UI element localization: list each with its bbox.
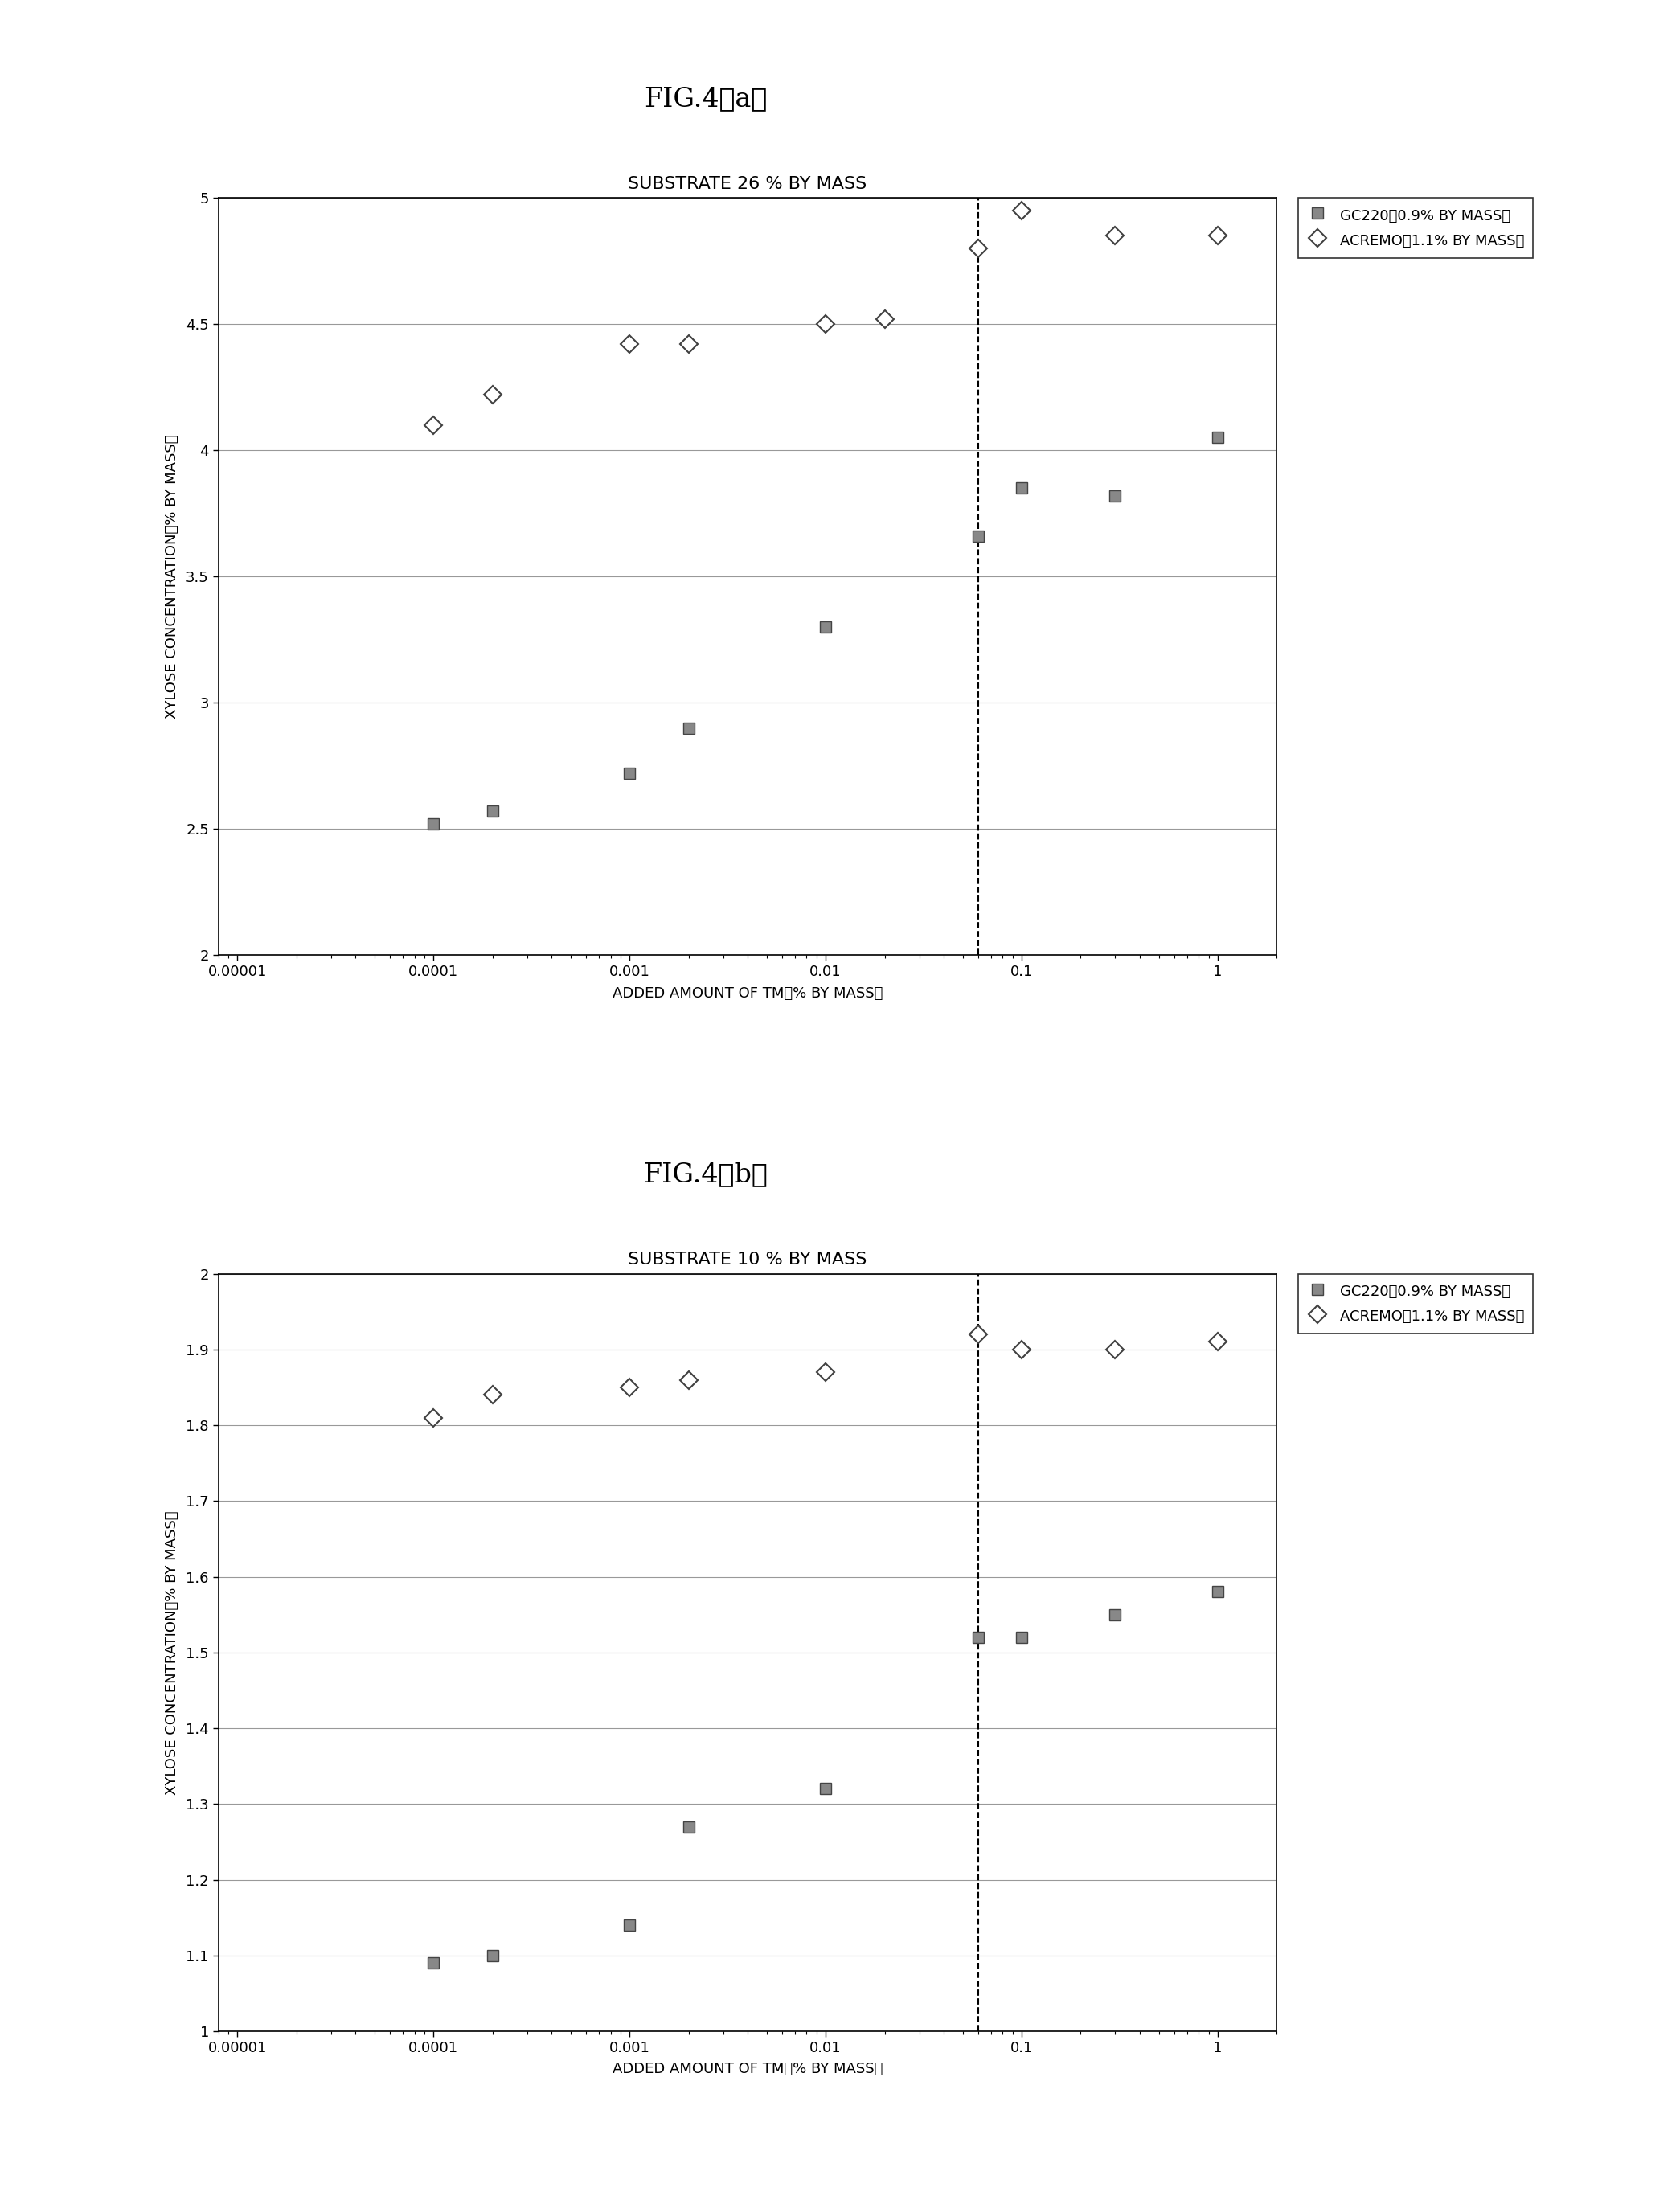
ACREMO（1.1% BY MASS）: [1208, 1329, 1228, 1355]
ACREMO（1.1% BY MASS）: [1011, 1335, 1032, 1362]
GC220（0.9% BY MASS）: [968, 1625, 988, 1651]
GC220（0.9% BY MASS）: [679, 1814, 699, 1840]
Y-axis label: XYLOSE CONCENTRATION（% BY MASS）: XYLOSE CONCENTRATION（% BY MASS）: [165, 435, 180, 718]
GC220（0.9% BY MASS）: [620, 1913, 640, 1939]
GC220（0.9% BY MASS）: [1208, 1579, 1228, 1605]
ACREMO（1.1% BY MASS）: [1208, 222, 1228, 248]
Line: ACREMO（1.1% BY MASS）: ACREMO（1.1% BY MASS）: [427, 1329, 1225, 1423]
ACREMO（1.1% BY MASS）: [815, 1359, 835, 1386]
X-axis label: ADDED AMOUNT OF TM（% BY MASS）: ADDED AMOUNT OF TM（% BY MASS）: [613, 2062, 882, 2077]
ACREMO（1.1% BY MASS）: [968, 1322, 988, 1348]
ACREMO（1.1% BY MASS）: [1105, 1335, 1126, 1362]
Text: FIG.4（a）: FIG.4（a）: [643, 86, 768, 112]
X-axis label: ADDED AMOUNT OF TM（% BY MASS）: ADDED AMOUNT OF TM（% BY MASS）: [613, 986, 882, 1001]
GC220（0.9% BY MASS）: [1011, 474, 1032, 501]
ACREMO（1.1% BY MASS）: [875, 305, 895, 332]
Line: GC220（0.9% BY MASS）: GC220（0.9% BY MASS）: [428, 1586, 1223, 1968]
GC220（0.9% BY MASS）: [482, 797, 502, 824]
Text: FIG.4（b）: FIG.4（b）: [643, 1162, 768, 1188]
GC220（0.9% BY MASS）: [482, 1941, 502, 1968]
GC220（0.9% BY MASS）: [423, 1950, 444, 1976]
Y-axis label: XYLOSE CONCENTRATION（% BY MASS）: XYLOSE CONCENTRATION（% BY MASS）: [165, 1511, 180, 1794]
ACREMO（1.1% BY MASS）: [1011, 198, 1032, 224]
Line: GC220（0.9% BY MASS）: GC220（0.9% BY MASS）: [428, 433, 1223, 830]
GC220（0.9% BY MASS）: [1105, 1601, 1126, 1627]
ACREMO（1.1% BY MASS）: [679, 1366, 699, 1392]
ACREMO（1.1% BY MASS）: [679, 332, 699, 358]
Title: SUBSTRATE 26 % BY MASS: SUBSTRATE 26 % BY MASS: [628, 176, 867, 191]
ACREMO（1.1% BY MASS）: [815, 312, 835, 338]
ACREMO（1.1% BY MASS）: [968, 235, 988, 261]
GC220（0.9% BY MASS）: [1011, 1625, 1032, 1651]
GC220（0.9% BY MASS）: [815, 1777, 835, 1803]
GC220（0.9% BY MASS）: [815, 613, 835, 641]
ACREMO（1.1% BY MASS）: [423, 413, 444, 439]
GC220（0.9% BY MASS）: [1208, 424, 1228, 450]
GC220（0.9% BY MASS）: [423, 810, 444, 837]
Legend: GC220（0.9% BY MASS）, ACREMO（1.1% BY MASS）: GC220（0.9% BY MASS）, ACREMO（1.1% BY MASS…: [1299, 198, 1534, 257]
Title: SUBSTRATE 10 % BY MASS: SUBSTRATE 10 % BY MASS: [628, 1252, 867, 1267]
ACREMO（1.1% BY MASS）: [620, 332, 640, 358]
GC220（0.9% BY MASS）: [1105, 483, 1126, 509]
GC220（0.9% BY MASS）: [620, 760, 640, 786]
ACREMO（1.1% BY MASS）: [482, 1381, 502, 1408]
ACREMO（1.1% BY MASS）: [1105, 222, 1126, 248]
Line: ACREMO（1.1% BY MASS）: ACREMO（1.1% BY MASS）: [427, 204, 1225, 430]
Legend: GC220（0.9% BY MASS）, ACREMO（1.1% BY MASS）: GC220（0.9% BY MASS）, ACREMO（1.1% BY MASS…: [1299, 1274, 1534, 1333]
ACREMO（1.1% BY MASS）: [482, 382, 502, 408]
GC220（0.9% BY MASS）: [679, 716, 699, 742]
GC220（0.9% BY MASS）: [968, 523, 988, 549]
ACREMO（1.1% BY MASS）: [620, 1375, 640, 1401]
ACREMO（1.1% BY MASS）: [423, 1405, 444, 1432]
